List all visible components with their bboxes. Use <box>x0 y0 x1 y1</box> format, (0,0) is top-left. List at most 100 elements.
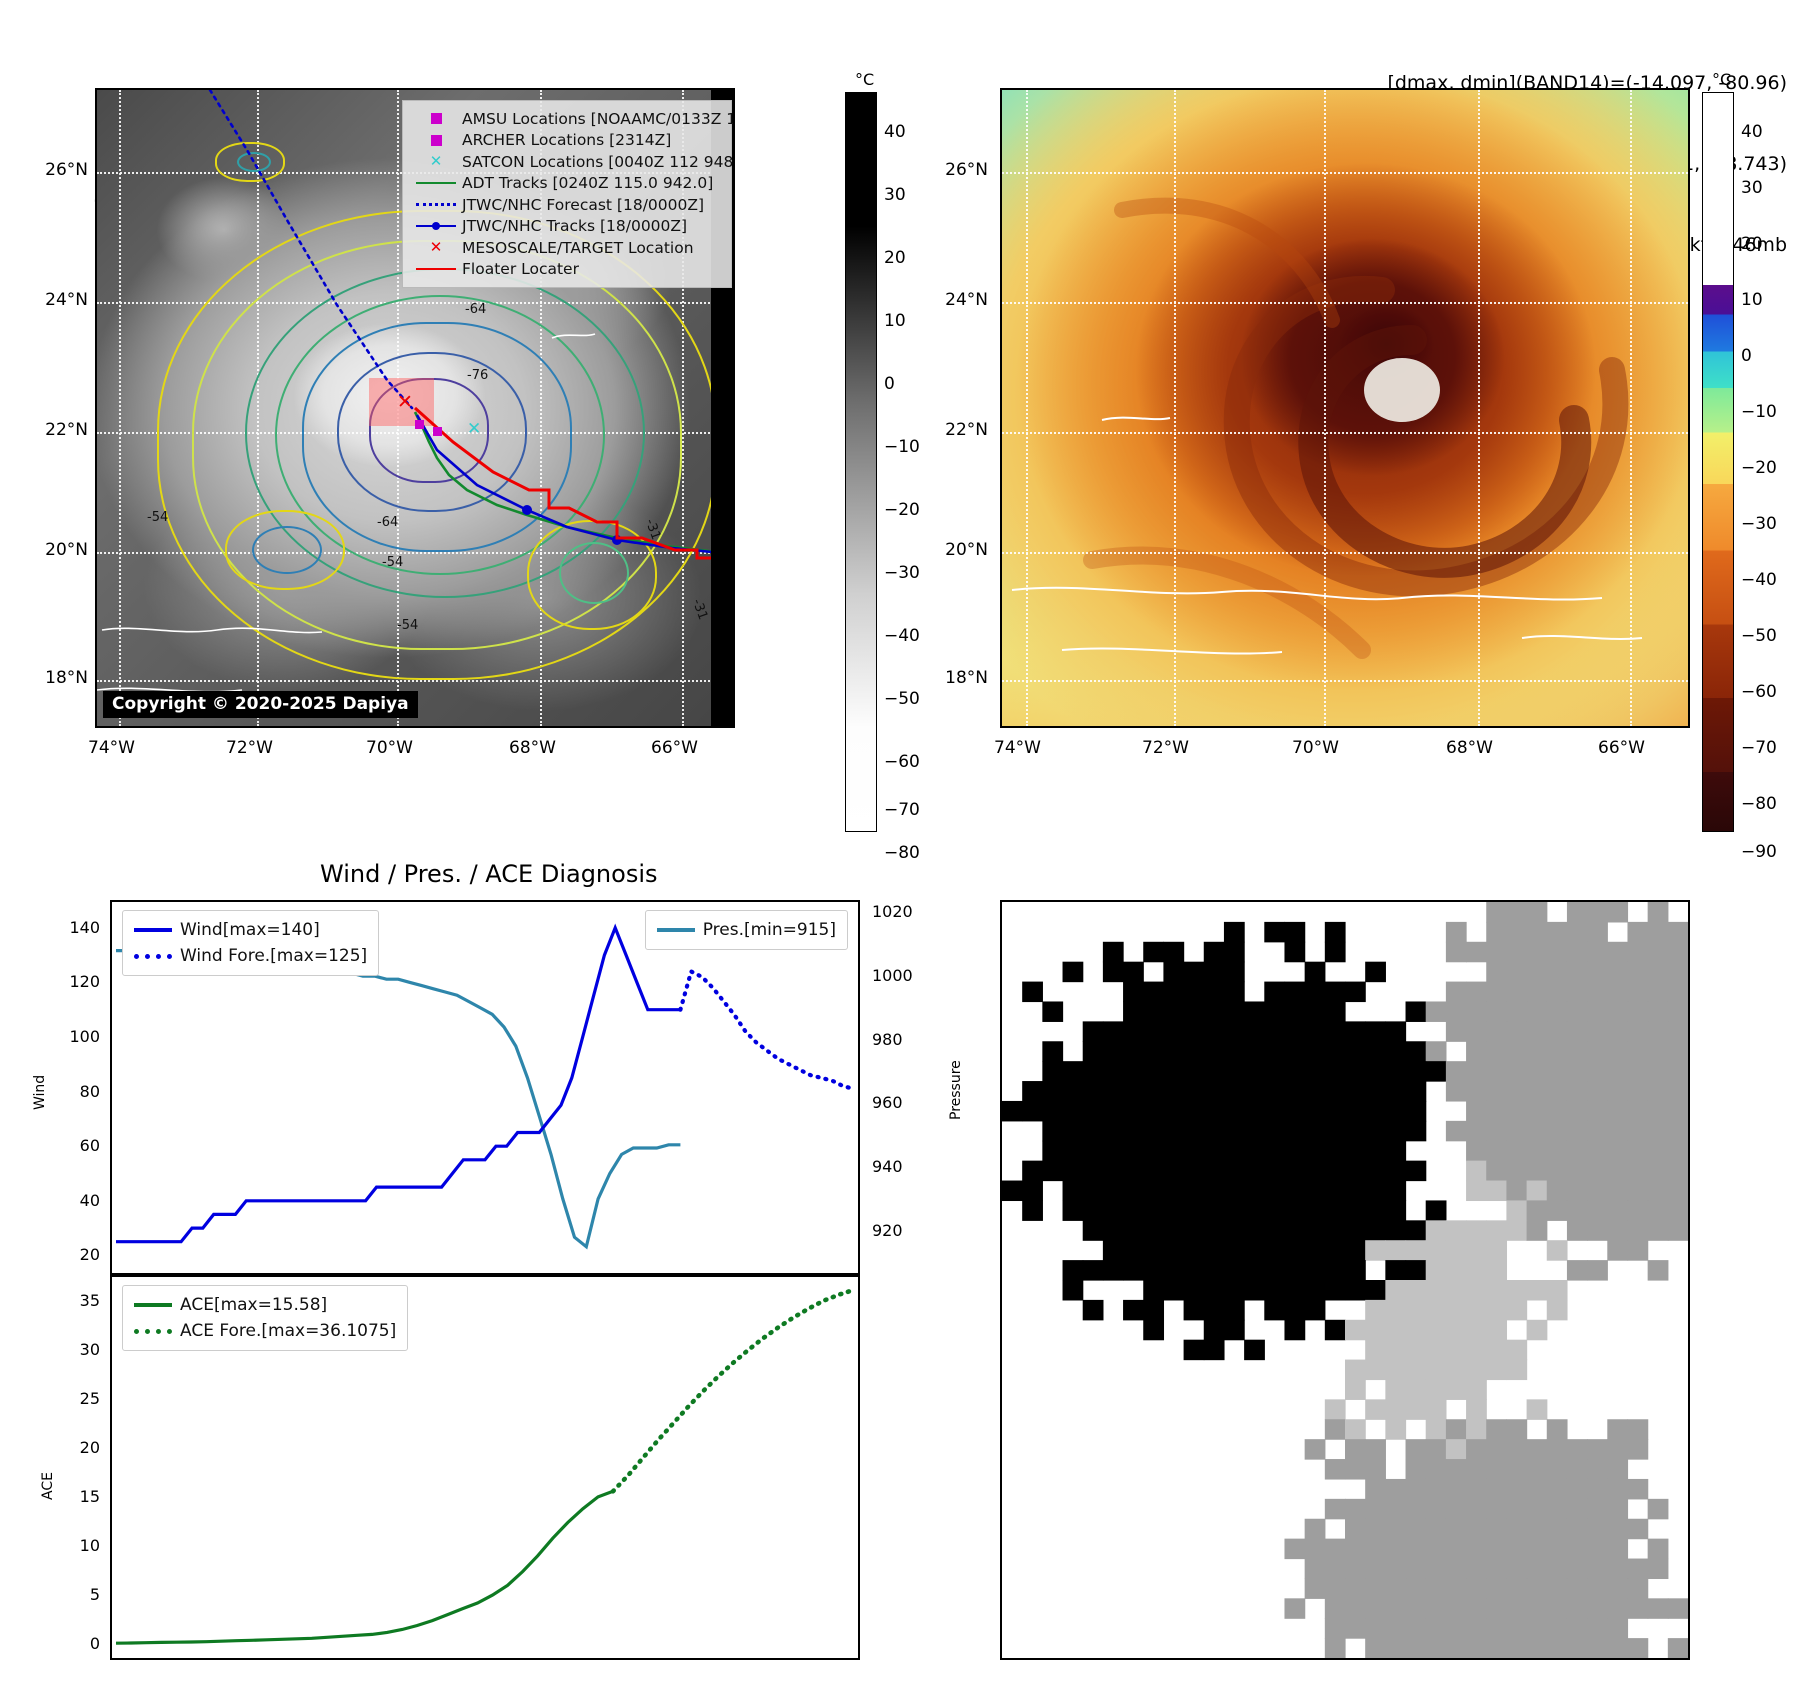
ir-cbar-tick-7: −30 <box>884 563 920 583</box>
pressure-ytick-960: 960 <box>872 1093 903 1113</box>
wind-dotted-line-icon <box>134 953 180 959</box>
legend-label-forecast: JTWC/NHC Forecast [18/0000Z] <box>462 195 705 214</box>
legend-row-amsu[interactable]: AMSU Locations [NOAAMC/0133Z 107 946] <box>410 108 733 130</box>
legend-row-archer[interactable]: ARCHER Locations [2314Z] <box>410 130 722 152</box>
ir-track-overlays: ✕ ✕ <box>208 90 727 560</box>
wind-ytick-40: 40 <box>79 1190 100 1210</box>
pressure-solid-line-icon <box>656 928 703 932</box>
awv-lon-tick-68: 68°W <box>1446 738 1493 758</box>
legend-row-tracks[interactable]: JTWC/NHC Tracks [18/0000Z] <box>410 216 722 238</box>
ace-chart-legend[interactable]: ACE[max=15.58] ACE Fore.[max=36.1075] <box>122 1285 409 1351</box>
wmg-panel[interactable]: WMG Count: 0 <box>1000 900 1690 1660</box>
svg-text:✕: ✕ <box>467 419 481 439</box>
legend-row-satcon[interactable]: ✕ SATCON Locations [0040Z 112 948] <box>410 151 733 173</box>
legend-row-mesoscale[interactable]: ✕ MESOSCALE/TARGET Location <box>410 237 722 259</box>
ir-cbar-tick-2: 20 <box>884 248 906 268</box>
awv-lon-tick-70: 70°W <box>1292 738 1339 758</box>
awv-gridline-lat-24 <box>1002 302 1688 304</box>
wind-ytick-120: 120 <box>69 972 100 992</box>
wind-chart-legend[interactable]: Wind[max=140] Wind Fore.[max=125] <box>122 910 380 976</box>
satcon-x-icon: ✕ <box>429 152 443 171</box>
ace-chart[interactable]: ACE[max=15.58] ACE Fore.[max=36.1075] <box>110 1275 860 1660</box>
awv-cbar-tick-4: 0 <box>1741 346 1752 366</box>
mesoscale-x-icon: ✕ <box>429 238 443 257</box>
legend-row-forecast[interactable]: JTWC/NHC Forecast [18/0000Z] <box>410 194 722 216</box>
ir-lon-tick-68: 68°W <box>509 738 556 758</box>
ir-gridline-lon-74 <box>119 90 121 726</box>
ir-cbar-tick-1: 30 <box>884 185 906 205</box>
ace-legend-row-forecast[interactable]: ACE Fore.[max=36.1075] <box>134 1318 396 1344</box>
ir-lon-tick-72: 72°W <box>226 738 273 758</box>
ace-legend-label: ACE[max=15.58] <box>180 1295 328 1315</box>
ir-colorbar <box>845 92 877 832</box>
amsu-square-icon <box>410 113 462 125</box>
awv-lon-tick-72: 72°W <box>1142 738 1189 758</box>
ir-lon-tick-66: 66°W <box>651 738 698 758</box>
wind-forecast-legend-label: Wind Fore.[max=125] <box>180 946 368 966</box>
awv-lat-tick-20: 20°N <box>945 540 988 560</box>
wind-pressure-chart[interactable]: Wind[max=140] Wind Fore.[max=125] Pres.[… <box>110 900 860 1275</box>
ir-gridline-lat-18 <box>97 680 733 682</box>
legend-label-floater: Floater Locater <box>462 260 579 279</box>
wind-ytick-80: 80 <box>79 1081 100 1101</box>
pressure-chart-legend[interactable]: Pres.[min=915] <box>644 910 848 950</box>
ir-lon-tick-74: 74°W <box>88 738 135 758</box>
wind-y-axis-label: Wind <box>32 1074 48 1110</box>
awv-gridline-lon-74 <box>1026 90 1028 726</box>
ace-forecast-legend-label: ACE Fore.[max=36.1075] <box>180 1321 397 1341</box>
awv-gridline-lon-66 <box>1630 90 1632 726</box>
floater-line-icon <box>410 268 462 271</box>
tracks-line-marker-icon <box>410 221 462 230</box>
ir-lat-tick-18: 18°N <box>45 668 88 688</box>
awv-satellite-panel[interactable] <box>1000 88 1690 728</box>
ir-contour-label-4: -54 <box>382 555 404 570</box>
legend-row-floater[interactable]: Floater Locater <box>410 259 722 281</box>
ace-ytick-20: 20 <box>79 1437 100 1457</box>
awv-cbar-tick-8: −40 <box>1741 570 1777 590</box>
awv-cbar-tick-1: 30 <box>1741 178 1763 198</box>
wind-solid-line-icon <box>134 928 180 932</box>
ir-contour-blob-sw <box>225 510 345 590</box>
legend-label-tracks: JTWC/NHC Tracks [18/0000Z] <box>462 217 688 236</box>
ir-cbar-tick-3: 10 <box>884 311 906 331</box>
ir-contour-label-2: -54 <box>147 510 169 525</box>
legend-label-mesoscale: MESOSCALE/TARGET Location <box>462 238 694 257</box>
pressure-legend-label: Pres.[min=915] <box>702 920 836 940</box>
wind-ytick-100: 100 <box>69 1027 100 1046</box>
ir-cbar-tick-6: −20 <box>884 500 920 520</box>
awv-lat-tick-26: 26°N <box>945 160 988 180</box>
wind-legend-row-forecast[interactable]: Wind Fore.[max=125] <box>134 943 367 969</box>
ir-contour-blob-nw-core <box>237 152 271 172</box>
pressure-ytick-1020: 1020 <box>872 902 913 922</box>
awv-gridline-lon-68 <box>1478 90 1480 726</box>
svg-text:✕: ✕ <box>397 391 413 413</box>
wind-legend-label: Wind[max=140] <box>180 920 320 940</box>
ace-chart-plot <box>115 1287 857 1645</box>
legend-row-adt[interactable]: ADT Tracks [0240Z 115.0 942.0] <box>410 173 722 195</box>
ir-cbar-tick-12: −80 <box>884 843 920 863</box>
wmg-raster <box>1002 902 1688 1658</box>
awv-gridline-lon-72 <box>1174 90 1176 726</box>
ir-contour-blob-se-core <box>559 542 629 604</box>
ir-colorbar-unit: °C <box>855 70 875 89</box>
awv-colorbar-unit: °C <box>1712 70 1732 89</box>
wind-legend-row-wind[interactable]: Wind[max=140] <box>134 917 367 943</box>
ir-lat-tick-22: 22°N <box>45 420 88 440</box>
ir-lat-tick-26: 26°N <box>45 160 88 180</box>
ace-solid-line-icon <box>134 1303 180 1307</box>
copyright-notice: Copyright © 2020-2025 Dapiya <box>103 691 418 718</box>
ir-satellite-panel[interactable]: -64 -76 -54 -64 -54 -54 -31 -31 <box>95 88 735 728</box>
pressure-legend-row[interactable]: Pres.[min=915] <box>656 917 836 943</box>
awv-cbar-tick-0: 40 <box>1741 122 1763 142</box>
awv-gridline-lat-22 <box>1002 432 1688 434</box>
ace-ytick-25: 25 <box>79 1388 100 1408</box>
awv-cbar-tick-7: −30 <box>1741 514 1777 534</box>
awv-cbar-tick-6: −20 <box>1741 458 1777 478</box>
awv-cbar-tick-13: −90 <box>1741 842 1777 862</box>
legend-label-satcon: SATCON Locations [0040Z 112 948] <box>462 152 735 171</box>
ace-legend-row[interactable]: ACE[max=15.58] <box>134 1292 396 1318</box>
ir-legend[interactable]: AMSU Locations [NOAAMC/0133Z 107 946] AR… <box>402 100 733 288</box>
wind-ytick-140: 140 <box>69 917 100 937</box>
legend-label-amsu: AMSU Locations [NOAAMC/0133Z 107 946] <box>462 109 733 128</box>
awv-lat-tick-24: 24°N <box>945 290 988 310</box>
